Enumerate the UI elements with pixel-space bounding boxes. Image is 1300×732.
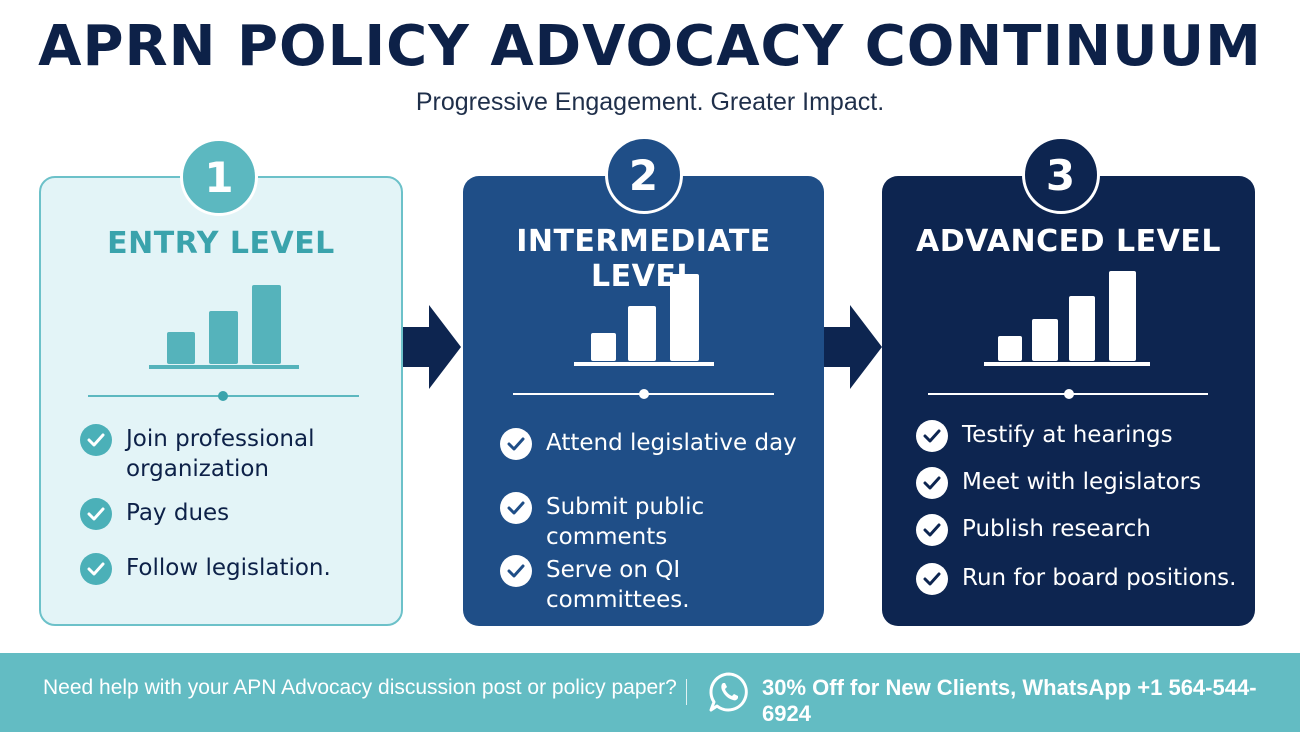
check-icon [80, 553, 112, 585]
list-item-text: Join professional organization [126, 426, 315, 482]
footer-banner: Need help with your APN Advocacy discuss… [0, 653, 1300, 732]
list-item-text: Attend legislative day [546, 430, 797, 456]
list-item: Pay dues [80, 498, 229, 530]
check-icon [500, 555, 532, 587]
list-item-text: Submit public comments [546, 494, 705, 550]
check-icon [80, 424, 112, 456]
level-number-badge: 1 [180, 138, 258, 216]
list-item: Attend legislative day [500, 428, 797, 460]
arrow-right-icon [403, 305, 461, 389]
list-item-text: Run for board positions. [962, 565, 1237, 591]
bar-chart-icon [984, 271, 1150, 366]
bar-chart-icon [574, 274, 714, 366]
whatsapp-icon[interactable] [707, 670, 751, 714]
check-icon [916, 420, 948, 452]
page-subtitle: Progressive Engagement. Greater Impact. [415, 88, 885, 116]
level-number-badge: 3 [1021, 136, 1100, 214]
list-item: Serve on QI committees. [500, 555, 824, 615]
divider-line [928, 389, 1208, 399]
level-number-badge: 2 [604, 136, 683, 214]
list-item: Testify at hearings [916, 420, 1173, 452]
check-icon [500, 492, 532, 524]
list-item-text: Pay dues [126, 500, 230, 526]
list-item-text: Serve on QI committees. [546, 557, 690, 613]
list-item: Run for board positions. [916, 563, 1236, 595]
footer-help-text: Need help with your APN Advocacy discuss… [43, 676, 677, 699]
check-icon [916, 563, 948, 595]
footer-divider [686, 679, 687, 705]
level-title: ENTRY LEVEL [107, 226, 335, 261]
list-item: Submit public comments [500, 492, 824, 552]
list-item: Follow legislation. [80, 553, 331, 585]
list-item-text: Meet with legislators [962, 469, 1202, 495]
level-title: INTERMEDIATE LEVEL [516, 224, 771, 294]
entry-level-card: 1 ENTRY LEVEL Join professional organiza… [39, 138, 403, 626]
page-title: APRN POLICY ADVOCACY CONTINUUM [38, 14, 1262, 79]
check-icon [916, 514, 948, 546]
advanced-level-card: 3 ADVANCED LEVEL Testify at hearings Mee… [882, 136, 1255, 626]
check-icon [916, 467, 948, 499]
footer-offer-text[interactable]: 30% Off for New Clients, WhatsApp +1 564… [762, 675, 1257, 726]
list-item-text: Publish research [962, 516, 1151, 542]
list-item-text: Follow legislation. [126, 555, 331, 581]
divider-line [513, 389, 774, 399]
check-icon [500, 428, 532, 460]
list-item: Join professional organization [80, 424, 326, 484]
divider-line [88, 391, 359, 401]
arrow-right-icon [824, 305, 882, 389]
list-item: Meet with legislators [916, 467, 1201, 499]
list-item: Publish research [916, 514, 1151, 546]
bar-chart-icon [149, 285, 299, 369]
intermediate-level-card: 2 INTERMEDIATE LEVEL Attend legislative … [463, 136, 824, 626]
check-icon [80, 498, 112, 530]
level-title: ADVANCED LEVEL [916, 224, 1221, 259]
list-item-text: Testify at hearings [962, 422, 1173, 448]
